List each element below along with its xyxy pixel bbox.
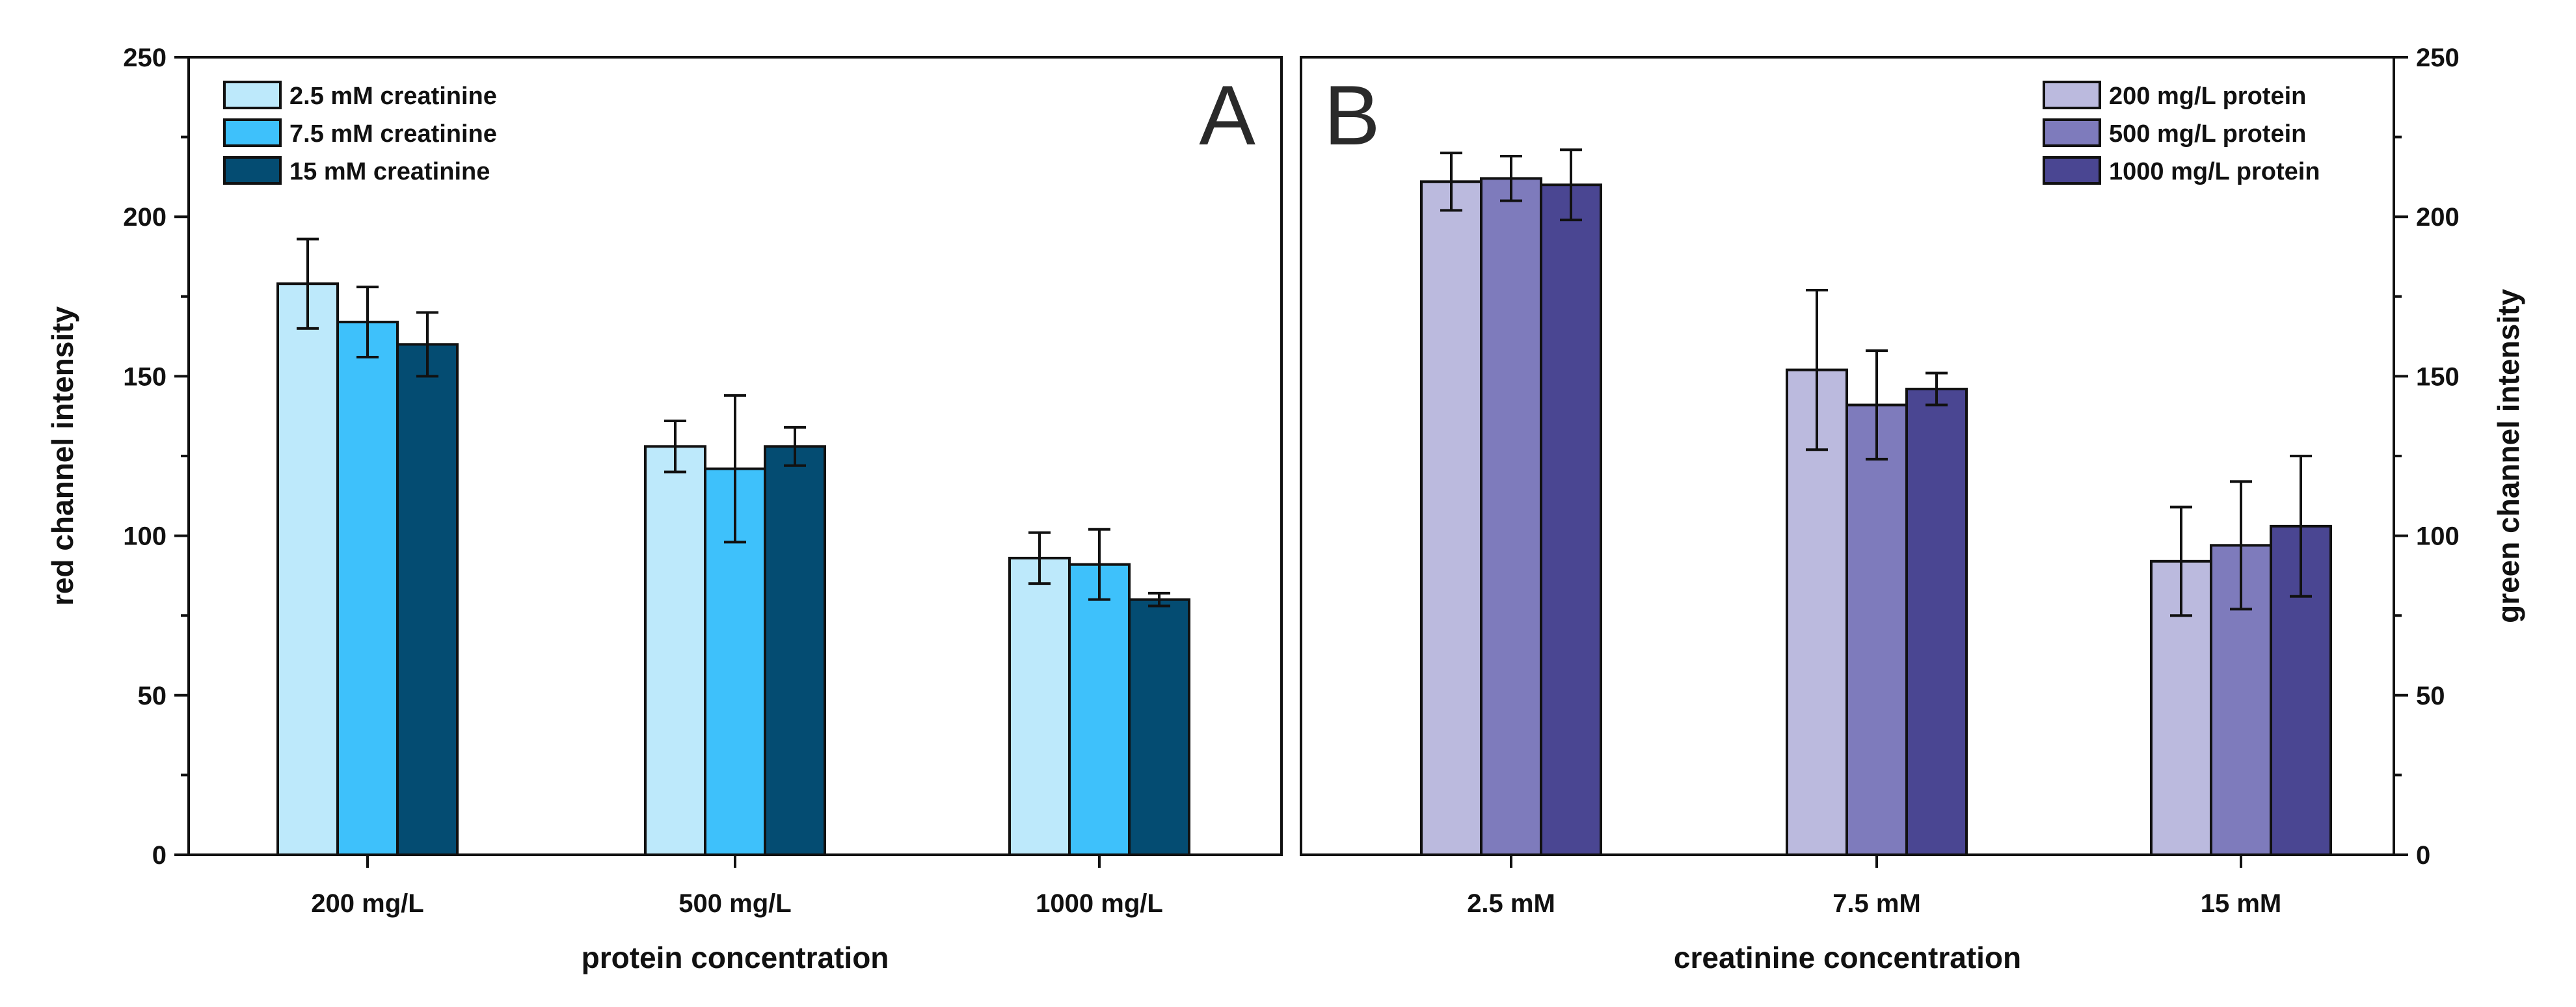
legend-swatch xyxy=(223,81,282,109)
y-tick-label: 100 xyxy=(2416,522,2460,551)
bar xyxy=(1905,388,1968,856)
y-tick-label: 200 xyxy=(2416,203,2460,232)
x-axis-title: creatinine concentration xyxy=(1674,941,2021,974)
panel-a-chart: 0 50 100 150 200 250 red channel intensity 200 … xyxy=(46,44,1283,974)
panel-letter: A xyxy=(1199,68,1255,163)
legend-swatch xyxy=(223,118,282,147)
legend-swatch xyxy=(2043,118,2101,147)
legend-swatch xyxy=(223,156,282,185)
x-tick-label: 2.5 mM xyxy=(1467,889,1555,918)
y-tick-label: 50 xyxy=(138,682,167,710)
y-tick-label: 100 xyxy=(123,522,167,551)
y-tick-label: 250 xyxy=(123,44,167,72)
panel-b-chart: 0 50 100 150 200 250 green channel intensity 2.… xyxy=(1300,44,2525,974)
bar xyxy=(1540,183,1602,856)
x-tick-label: 15 mM xyxy=(2201,889,2282,918)
bar xyxy=(276,282,339,856)
x-tick-label: 200 mg/L xyxy=(311,889,423,918)
panel-letter: B xyxy=(1324,68,1380,163)
legend-label: 7.5 mM creatinine xyxy=(289,120,497,148)
x-tick-label: 500 mg/L xyxy=(678,889,791,918)
x-tick-label: 1000 mg/L xyxy=(1036,889,1163,918)
y-tick-label: 50 xyxy=(2416,682,2445,710)
legend-swatch xyxy=(2043,81,2101,109)
bar xyxy=(396,343,459,856)
y-tick-label: 250 xyxy=(2416,44,2460,72)
y-tick-label: 150 xyxy=(2416,362,2460,391)
legend-label: 2.5 mM creatinine xyxy=(289,83,497,110)
bar xyxy=(1480,177,1542,856)
bar xyxy=(644,445,706,856)
y-tick-label: 200 xyxy=(123,203,167,232)
y-tick-label: 0 xyxy=(2416,841,2430,870)
bar xyxy=(1008,556,1071,856)
legend-label: 500 mg/L protein xyxy=(2109,120,2306,148)
y-axis-title: green channel intensity xyxy=(2491,289,2525,623)
legend-label: 1000 mg/L protein xyxy=(2109,158,2320,185)
bar xyxy=(1420,180,1483,857)
y-tick-label: 0 xyxy=(152,841,167,870)
y-axis-title: red channel intensity xyxy=(46,306,79,606)
legend-label: 15 mM creatinine xyxy=(289,158,490,185)
bar xyxy=(1845,403,1908,856)
bar xyxy=(1128,598,1190,856)
legend-swatch xyxy=(2043,156,2101,185)
x-tick-label: 7.5 mM xyxy=(1832,889,1921,918)
legend-label: 200 mg/L protein xyxy=(2109,83,2306,110)
x-axis-title: protein concentration xyxy=(582,941,889,974)
y-tick-label: 150 xyxy=(123,362,167,391)
bar xyxy=(764,445,826,856)
bar xyxy=(336,321,399,857)
bar xyxy=(1068,563,1131,857)
